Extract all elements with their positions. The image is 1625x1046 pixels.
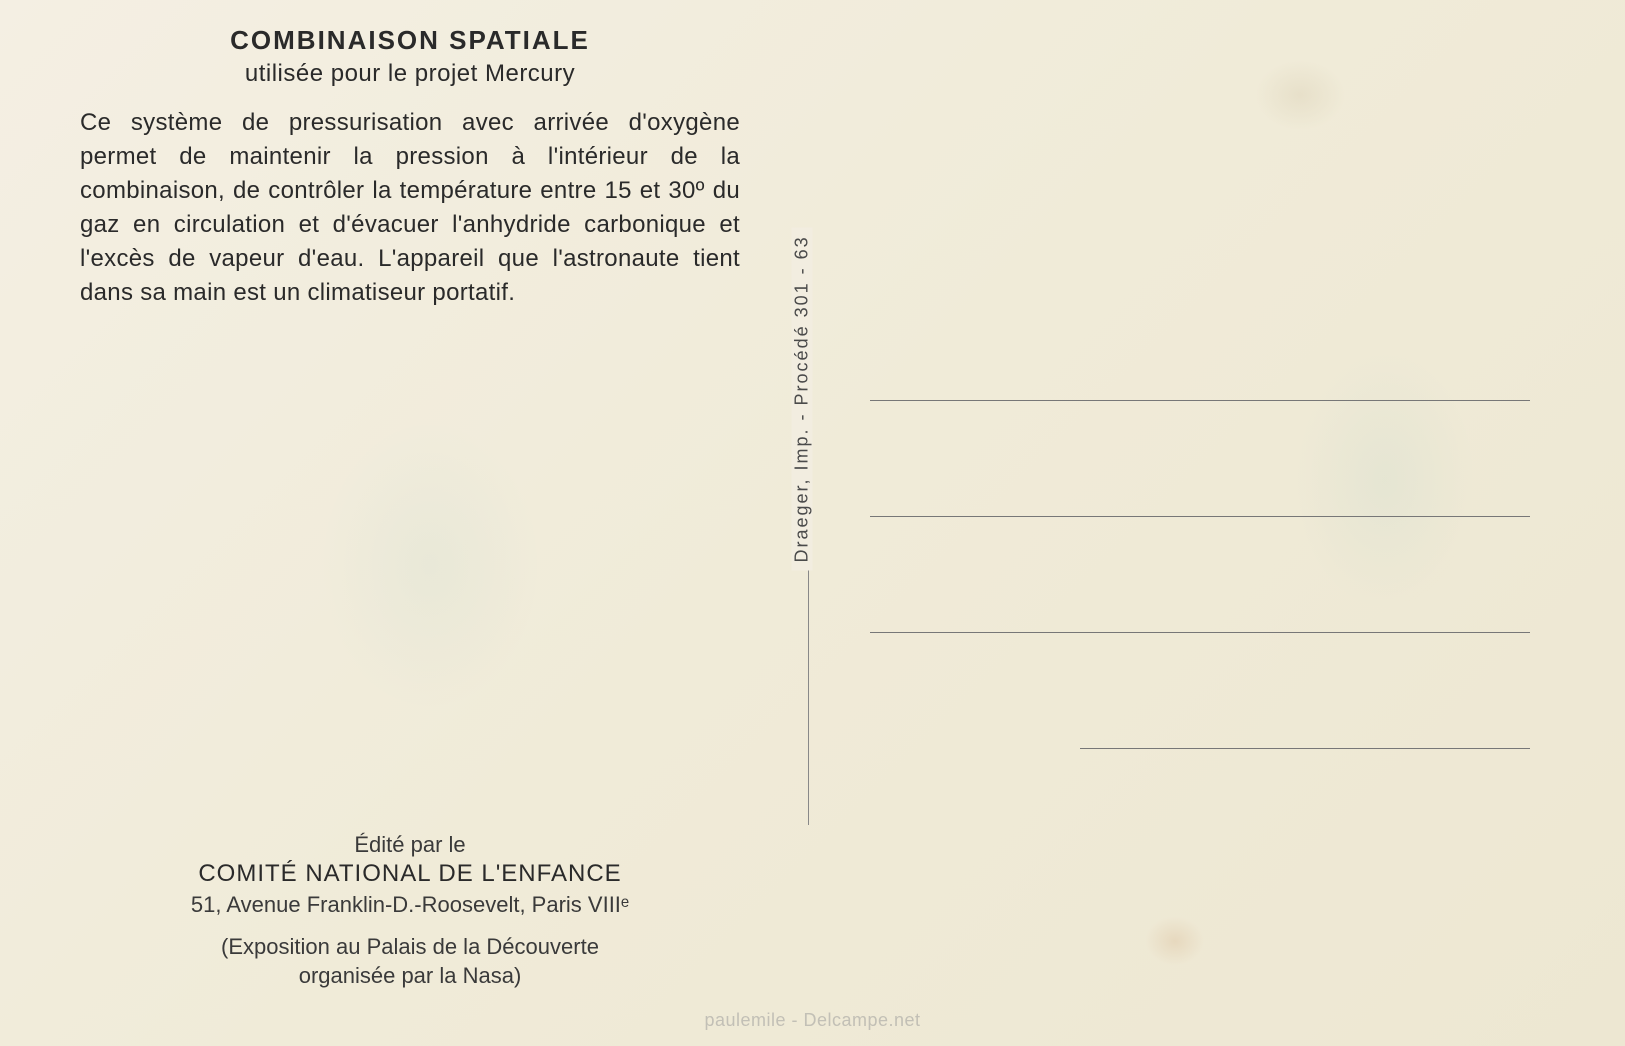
- paper-aging-mark: [320, 420, 540, 710]
- address-line: [870, 632, 1530, 633]
- card-title: COMBINAISON SPATIALE: [80, 25, 740, 56]
- address-line: [870, 400, 1530, 401]
- exhibition-line2: organisée par la Nasa): [299, 963, 522, 988]
- card-body-text: Ce système de pressurisation avec arrivé…: [80, 106, 740, 310]
- address-line: [1080, 748, 1530, 749]
- description-panel: COMBINAISON SPATIALE utilisée pour le pr…: [80, 25, 740, 310]
- paper-aging-mark: [1255, 60, 1345, 130]
- paper-aging-mark: [1145, 916, 1205, 966]
- printer-credit: Draeger, Imp. - Procédé 301 - 63: [792, 227, 813, 570]
- postcard-back: COMBINAISON SPATIALE utilisée pour le pr…: [0, 0, 1625, 1046]
- committee-name: COMITÉ NATIONAL DE L'ENFANCE: [145, 860, 675, 888]
- publisher-block: Édité par le COMITÉ NATIONAL DE L'ENFANC…: [145, 832, 675, 991]
- exhibition-line1: (Exposition au Palais de la Découverte: [221, 934, 599, 959]
- publisher-address: 51, Avenue Franklin-D.-Roosevelt, Paris …: [145, 892, 675, 918]
- site-watermark: paulemile - Delcampe.net: [704, 1010, 920, 1031]
- address-line: [870, 516, 1530, 517]
- edited-by-label: Édité par le: [145, 832, 675, 858]
- address-area: [870, 400, 1530, 864]
- exhibition-note: (Exposition au Palais de la Découverte o…: [145, 932, 675, 991]
- card-subtitle: utilisée pour le projet Mercury: [80, 60, 740, 88]
